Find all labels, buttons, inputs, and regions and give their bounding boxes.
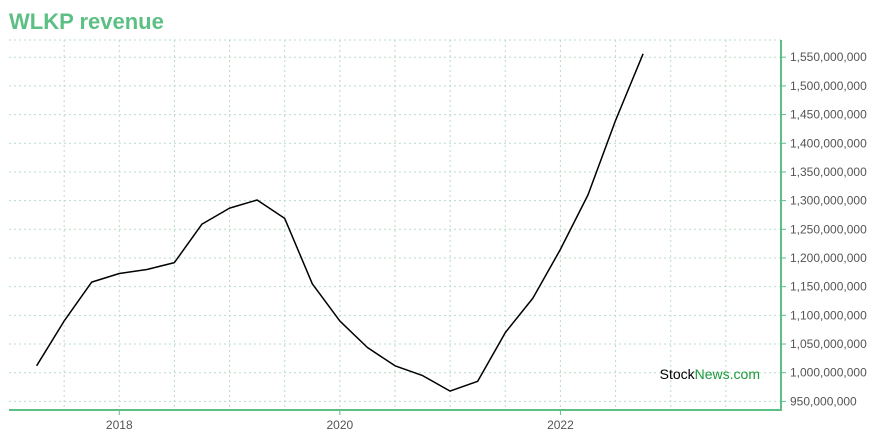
grid bbox=[9, 40, 781, 410]
tick-labels: 950,000,000 1,000,000,000 1,050,000,000 1,1… bbox=[106, 50, 867, 432]
x-tick-label: 2018 bbox=[106, 418, 133, 432]
watermark: StockNews.com bbox=[660, 366, 760, 382]
y-tick-label: 1,300,000,000 bbox=[790, 194, 867, 208]
axes bbox=[9, 39, 786, 415]
watermark-stock: Stock bbox=[660, 366, 696, 382]
y-tick-label: 1,000,000,000 bbox=[790, 366, 867, 380]
y-tick-label: 1,400,000,000 bbox=[790, 136, 867, 150]
series-layer bbox=[35, 53, 644, 392]
x-tick-label: 2022 bbox=[547, 418, 574, 432]
y-tick-label: 1,350,000,000 bbox=[790, 165, 867, 179]
y-tick-label: 1,450,000,000 bbox=[790, 108, 867, 122]
y-tick-label: 1,150,000,000 bbox=[790, 280, 867, 294]
y-tick-label: 1,050,000,000 bbox=[790, 337, 867, 351]
series-line bbox=[35, 53, 644, 392]
y-tick-label: 1,500,000,000 bbox=[790, 79, 867, 93]
x-tick-label: 2020 bbox=[327, 418, 354, 432]
chart-title: WLKP revenue bbox=[9, 9, 164, 34]
y-tick-label: 1,550,000,000 bbox=[790, 50, 867, 64]
watermark-com: .com bbox=[730, 366, 760, 382]
y-tick-label: 1,250,000,000 bbox=[790, 222, 867, 236]
y-tick-label: 1,100,000,000 bbox=[790, 308, 867, 322]
watermark-news: News bbox=[695, 366, 730, 382]
y-tick-label: 950,000,000 bbox=[790, 394, 857, 408]
y-tick-label: 1,200,000,000 bbox=[790, 251, 867, 265]
